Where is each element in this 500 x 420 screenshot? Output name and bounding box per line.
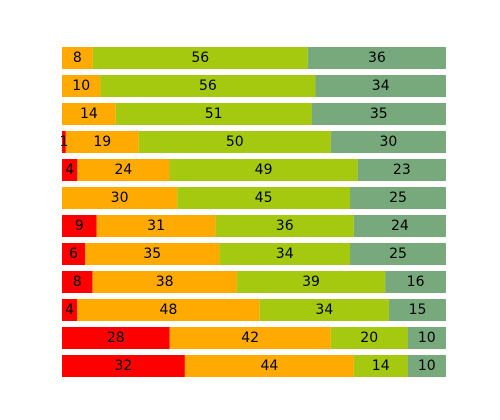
bar-segment-row11-series1 (62, 327, 170, 349)
data-label-row6-series2: 30 (111, 190, 129, 206)
bar-segment-row9-series2 (92, 271, 237, 293)
bar-segment-row6-series4 (350, 187, 446, 209)
bar-segment-row12-series4 (407, 355, 446, 377)
data-label-row1-series3: 56 (191, 50, 209, 66)
data-label-row10-series3: 34 (315, 302, 333, 318)
bar-segment-row10-series1 (62, 299, 78, 321)
data-label-row5-series4: 23 (393, 162, 411, 178)
bar-segment-row2-series3 (100, 75, 316, 97)
data-label-row11-series4: 10 (418, 330, 436, 346)
bar-segment-row5-series1 (62, 159, 78, 181)
data-label-row11-series1: 28 (107, 330, 125, 346)
data-label-row9-series1: 8 (73, 274, 82, 290)
bar-segment-row11-series4 (407, 327, 446, 349)
data-label-row5-series2: 24 (115, 162, 133, 178)
data-label-row5-series1: 4 (65, 162, 74, 178)
data-label-row11-series3: 20 (360, 330, 378, 346)
data-label-row7-series1: 9 (75, 218, 84, 234)
data-label-row10-series2: 48 (160, 302, 178, 318)
data-label-row1-series4: 36 (368, 50, 386, 66)
bar-segment-row1-series4 (307, 47, 446, 69)
bar-segment-row4-series1 (62, 131, 66, 153)
data-label-row11-series2: 42 (241, 330, 259, 346)
data-label-row9-series2: 38 (156, 274, 174, 290)
bar-segment-row2-series4 (315, 75, 446, 97)
bar-segment-row8-series4 (350, 243, 446, 265)
bar-segment-row7-series4 (353, 215, 446, 237)
bars-layer (62, 47, 446, 377)
bar-segment-row1-series2 (62, 47, 93, 69)
data-label-row4-series2: 19 (93, 134, 111, 150)
data-label-row6-series4: 25 (389, 190, 407, 206)
data-label-row2-series4: 34 (372, 78, 390, 94)
bar-segment-row4-series3 (138, 131, 331, 153)
bar-segment-row10-series3 (259, 299, 389, 321)
bar-segment-row7-series2 (96, 215, 216, 237)
bar-segment-row9-series4 (385, 271, 446, 293)
data-label-row12-series3: 14 (372, 358, 390, 374)
bar-segment-row10-series2 (77, 299, 260, 321)
data-label-row2-series2: 10 (72, 78, 90, 94)
data-label-row12-series4: 10 (418, 358, 436, 374)
data-label-row9-series4: 16 (407, 274, 425, 290)
bar-segment-row7-series3 (215, 215, 354, 237)
data-label-row8-series1: 6 (69, 246, 78, 262)
data-label-row4-series3: 50 (226, 134, 244, 150)
bar-segment-row10-series4 (388, 299, 446, 321)
bar-segment-row5-series3 (169, 159, 358, 181)
data-label-row3-series2: 14 (80, 106, 98, 122)
bar-segment-row9-series1 (62, 271, 93, 293)
bar-segment-row8-series3 (219, 243, 350, 265)
data-label-row1-series2: 8 (73, 50, 82, 66)
bar-segment-row4-series4 (330, 131, 446, 153)
data-label-row9-series3: 39 (302, 274, 320, 290)
data-label-row7-series4: 24 (391, 218, 409, 234)
data-label-row8-series4: 25 (389, 246, 407, 262)
data-label-row12-series2: 44 (260, 358, 278, 374)
bar-segment-row12-series1 (62, 355, 185, 377)
bar-segment-row7-series1 (62, 215, 97, 237)
data-label-row8-series3: 34 (276, 246, 294, 262)
data-label-row8-series2: 35 (143, 246, 161, 262)
data-label-row7-series3: 36 (276, 218, 294, 234)
bar-segment-row5-series2 (77, 159, 170, 181)
bar-segment-row3-series3 (115, 103, 312, 125)
data-label-row6-series3: 45 (255, 190, 273, 206)
data-label-row4-series1: 1 (59, 134, 68, 150)
data-label-row10-series1: 4 (65, 302, 74, 318)
data-label-row3-series3: 51 (205, 106, 223, 122)
bar-segment-row12-series2 (184, 355, 354, 377)
data-label-row7-series2: 31 (147, 218, 165, 234)
bar-segment-row5-series4 (357, 159, 446, 181)
data-label-row2-series3: 56 (199, 78, 217, 94)
bar-segment-row6-series3 (177, 187, 350, 209)
data-label-row12-series1: 32 (115, 358, 133, 374)
bar-segment-row6-series2 (62, 187, 178, 209)
data-label-row4-series4: 30 (379, 134, 397, 150)
bar-segment-row3-series4 (311, 103, 446, 125)
data-label-row3-series4: 35 (370, 106, 388, 122)
bar-segment-row1-series3 (92, 47, 308, 69)
bar-segment-row3-series2 (62, 103, 116, 125)
data-label-row10-series4: 15 (409, 302, 427, 318)
bar-segment-row4-series2 (65, 131, 139, 153)
bar-segment-row8-series1 (62, 243, 86, 265)
bar-segment-row9-series3 (236, 271, 386, 293)
bar-segment-row2-series2 (62, 75, 101, 97)
bar-segment-row11-series2 (169, 327, 331, 349)
data-label-row5-series3: 49 (255, 162, 273, 178)
bar-segment-row12-series3 (353, 355, 408, 377)
bar-segment-row8-series2 (85, 243, 220, 265)
bar-segment-row11-series3 (330, 327, 408, 349)
